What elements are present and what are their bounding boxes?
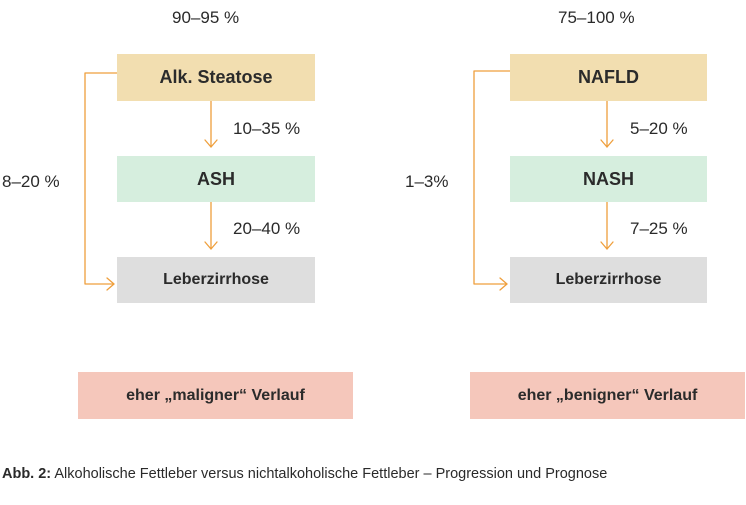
caption-text: Alkoholische Fettleber versus nichtalkoh… <box>51 466 608 482</box>
left-step1-percent: 10–35 % <box>233 119 301 138</box>
right-bypass-percent: 1–3% <box>405 172 449 191</box>
box-ash: ASH <box>117 156 315 202</box>
box-nafld: NAFLD <box>510 54 707 101</box>
right-arrow-nafld-to-nash <box>600 100 614 148</box>
box-right-leberzirrhose: Leberzirrhose <box>510 257 707 303</box>
caption-label: Abb. 2: <box>2 466 52 482</box>
figure-caption: Abb. 2: Alkoholische Fettleber versus ni… <box>2 466 607 482</box>
left-arrow-steatose-to-ash <box>204 100 218 148</box>
left-arrow-bypass <box>84 72 118 291</box>
right-arrow-bypass <box>473 70 511 291</box>
box-left-leberzirrhose: Leberzirrhose <box>117 257 315 303</box>
right-top-percent: 75–100 % <box>558 8 635 27</box>
box-nash: NASH <box>510 156 707 202</box>
box-alk-steatose: Alk. Steatose <box>117 54 315 101</box>
left-top-percent: 90–95 % <box>172 8 240 27</box>
right-outcome-box: eher „benigner“ Verlauf <box>470 372 745 419</box>
left-bypass-percent: 8–20 % <box>2 172 60 191</box>
left-outcome-box: eher „maligner“ Verlauf <box>78 372 353 419</box>
left-arrow-ash-to-zirrhose <box>204 201 218 250</box>
right-arrow-nash-to-zirrhose <box>600 201 614 250</box>
right-step2-percent: 7–25 % <box>630 219 688 238</box>
left-step2-percent: 20–40 % <box>233 219 301 238</box>
right-step1-percent: 5–20 % <box>630 119 688 138</box>
